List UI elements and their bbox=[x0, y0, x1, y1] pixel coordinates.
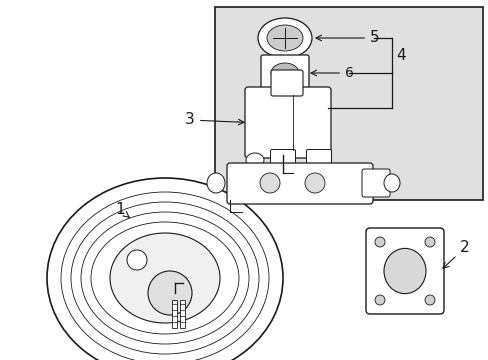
Ellipse shape bbox=[110, 233, 220, 323]
Ellipse shape bbox=[245, 153, 264, 167]
Ellipse shape bbox=[266, 25, 303, 51]
Ellipse shape bbox=[258, 18, 311, 58]
Circle shape bbox=[374, 295, 384, 305]
Text: 5: 5 bbox=[315, 31, 379, 45]
FancyBboxPatch shape bbox=[365, 228, 443, 314]
Circle shape bbox=[424, 237, 434, 247]
Ellipse shape bbox=[206, 173, 224, 193]
Circle shape bbox=[148, 271, 192, 315]
Ellipse shape bbox=[383, 248, 425, 294]
Circle shape bbox=[127, 250, 147, 270]
Text: 4: 4 bbox=[395, 48, 405, 63]
Bar bbox=[180, 300, 184, 328]
Ellipse shape bbox=[383, 174, 399, 192]
Text: 2: 2 bbox=[442, 240, 468, 268]
Circle shape bbox=[374, 237, 384, 247]
Circle shape bbox=[424, 295, 434, 305]
FancyBboxPatch shape bbox=[361, 169, 389, 197]
Ellipse shape bbox=[270, 63, 298, 83]
Bar bbox=[215, 7, 482, 200]
FancyBboxPatch shape bbox=[261, 55, 308, 91]
FancyBboxPatch shape bbox=[306, 149, 331, 171]
FancyBboxPatch shape bbox=[226, 163, 372, 204]
Circle shape bbox=[305, 173, 325, 193]
Text: 6: 6 bbox=[310, 66, 353, 80]
FancyBboxPatch shape bbox=[244, 87, 330, 158]
Text: 1: 1 bbox=[115, 202, 129, 218]
FancyBboxPatch shape bbox=[270, 70, 303, 96]
Ellipse shape bbox=[47, 178, 283, 360]
Circle shape bbox=[260, 173, 280, 193]
Bar bbox=[172, 300, 177, 328]
FancyBboxPatch shape bbox=[270, 149, 295, 171]
Text: 3: 3 bbox=[185, 112, 244, 127]
